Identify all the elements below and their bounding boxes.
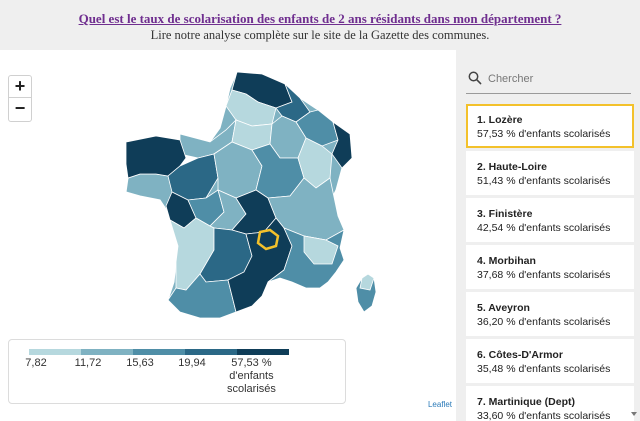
leaflet-attribution-link[interactable]: Leaflet <box>427 400 452 409</box>
ranking-sidebar[interactable]: 1. Lozère 57,53 % d'enfants scolarisés 2… <box>456 50 640 421</box>
region-alpes[interactable] <box>303 235 339 265</box>
item-title: 7. Martinique (Dept) <box>477 396 576 408</box>
item-value: 57,53 % d'enfants scolarisés <box>477 128 611 140</box>
list-item[interactable]: 6. Côtes-D'Armor 35,48 % d'enfants scola… <box>466 339 634 383</box>
legend-max-value: 57,53 % <box>231 357 272 369</box>
legend-unit-line-2: scolarisés <box>227 383 276 395</box>
item-value: 35,48 % d'enfants scolarisés <box>477 363 611 375</box>
search-input[interactable] <box>488 69 628 89</box>
item-value: 36,20 % d'enfants scolarisés <box>477 316 611 328</box>
sidebar-scrollbar[interactable] <box>631 50 639 421</box>
article-subtitle: Lire notre analyse complète sur le site … <box>150 28 490 42</box>
item-title: 4. Morbihan <box>477 255 536 267</box>
list-item[interactable]: 4. Morbihan 37,68 % d'enfants scolarisés <box>466 245 634 289</box>
list-item[interactable]: 7. Martinique (Dept) 33,60 % d'enfants s… <box>466 386 634 421</box>
search-icon <box>468 71 482 85</box>
item-title: 3. Finistère <box>477 208 533 220</box>
search-box <box>466 68 631 94</box>
legend-swatch-4 <box>185 349 237 355</box>
legend-tick: 7,82 <box>25 357 47 369</box>
zoom-in-button[interactable]: + <box>9 76 31 98</box>
map-container[interactable]: + − 7,82 11,72 15,63 19,94 57,53 % d'enf… <box>0 50 456 421</box>
item-title: 1. Lozère <box>477 114 523 126</box>
legend-swatch-1 <box>29 349 81 355</box>
legend-swatch-2 <box>81 349 133 355</box>
zoom-out-button[interactable]: − <box>14 98 26 118</box>
legend-tick: 15,63 <box>126 357 154 369</box>
region-alsace[interactable] <box>331 121 353 169</box>
legend-color-scale <box>29 349 289 355</box>
scroll-down-icon[interactable] <box>631 412 637 416</box>
legend-swatch-5 <box>237 349 289 355</box>
legend-tick: 11,72 <box>74 357 102 369</box>
legend-swatch-3 <box>133 349 185 355</box>
france-choropleth-map[interactable] <box>0 50 456 421</box>
legend-unit-line-1: d'enfants <box>229 370 274 382</box>
item-title: 2. Haute-Loire <box>477 161 548 173</box>
item-title: 6. Côtes-D'Armor <box>477 349 563 361</box>
legend-tick: 19,94 <box>178 357 206 369</box>
list-item[interactable]: 3. Finistère 42,54 % d'enfants scolarisé… <box>466 198 634 242</box>
corsica-north[interactable] <box>359 273 375 291</box>
lozere-highlight[interactable] <box>256 228 280 251</box>
map-legend: 7,82 11,72 15,63 19,94 57,53 % d'enfants… <box>8 339 346 404</box>
item-value: 42,54 % d'enfants scolarisés <box>477 222 611 234</box>
header-banner: Quel est le taux de scolarisation des en… <box>0 0 640 50</box>
list-item[interactable]: 1. Lozère 57,53 % d'enfants scolarisés <box>466 104 634 148</box>
item-value: 51,43 % d'enfants scolarisés <box>477 175 611 187</box>
list-item[interactable]: 2. Haute-Loire 51,43 % d'enfants scolari… <box>466 151 634 195</box>
article-question-link[interactable]: Quel est le taux de scolarisation des en… <box>78 11 562 26</box>
zoom-control: + − <box>8 75 32 122</box>
ranking-list: 1. Lozère 57,53 % d'enfants scolarisés 2… <box>466 104 634 421</box>
list-item[interactable]: 5. Aveyron 36,20 % d'enfants scolarisés <box>466 292 634 336</box>
item-value: 37,68 % d'enfants scolarisés <box>477 269 611 281</box>
item-title: 5. Aveyron <box>477 302 530 314</box>
item-value: 33,60 % d'enfants scolarisés <box>477 410 611 421</box>
legend-max-label: 57,53 % d'enfants scolarisés <box>227 357 276 396</box>
